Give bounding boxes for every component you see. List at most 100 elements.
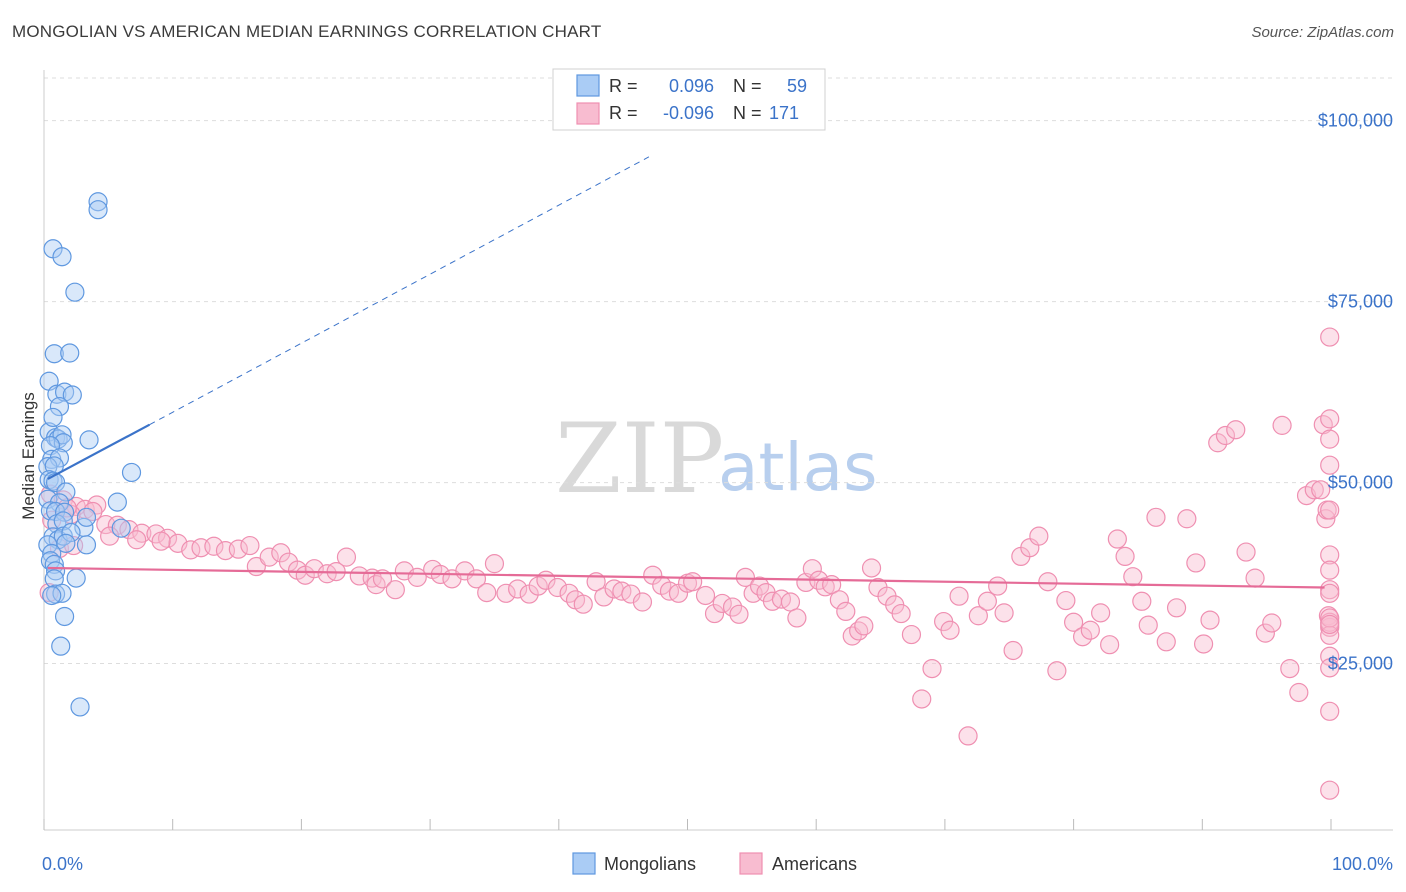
americans-point-16 — [204, 536, 224, 556]
americans-point-126 — [1177, 509, 1197, 529]
americans-point-162 — [1320, 409, 1340, 429]
series-legend: Mongolians Americans — [572, 852, 857, 875]
americans-point-59 — [621, 584, 641, 604]
legend-r-value-blue: 0.096 — [669, 76, 714, 96]
americans-point-104 — [988, 576, 1008, 596]
americans-point-164 — [1320, 560, 1340, 580]
legend-swatch-pink — [576, 102, 600, 125]
americans-point-109 — [1029, 526, 1049, 546]
legend-n-value-pink: 171 — [769, 103, 799, 123]
americans-point-68 — [704, 603, 725, 624]
americans-point-114 — [1073, 627, 1093, 647]
americans-point-138 — [1280, 658, 1300, 679]
y-tick-labels: $25,000 $50,000 $75,000 $100,000 — [1318, 111, 1393, 674]
americans-point-71 — [729, 604, 749, 624]
americans-point-142 — [1311, 480, 1331, 500]
mongolians-points — [38, 192, 142, 717]
americans-point-112 — [1056, 590, 1076, 611]
mongolians-point-58 — [76, 507, 97, 527]
americans-point-141 — [1304, 480, 1324, 500]
americans-point-78 — [780, 592, 801, 612]
legend-n-value-blue: 59 — [787, 76, 807, 96]
americans-point-100 — [949, 586, 969, 606]
americans-points — [39, 327, 1340, 800]
mongolians-point-56 — [51, 636, 71, 656]
americans-point-120 — [1123, 567, 1143, 587]
series-legend-label-mongolians: Mongolians — [604, 854, 696, 874]
americans-point-110 — [1038, 572, 1058, 592]
americans-point-135 — [1255, 623, 1275, 643]
mongolians-point-6 — [60, 343, 80, 363]
americans-point-10 — [132, 523, 152, 543]
x-tick-labels: 0.0% 100.0% — [42, 854, 1393, 874]
americans-point-154 — [1320, 455, 1340, 475]
mongolians-trend-extension — [149, 156, 650, 426]
americans-point-106 — [1003, 640, 1023, 661]
americans-point-94 — [891, 603, 911, 624]
americans-point-153 — [1320, 625, 1340, 645]
mongolians-point-5 — [44, 344, 64, 364]
series-legend-swatch-americans — [739, 852, 763, 875]
mongolians-point-55 — [54, 606, 75, 627]
americans-point-70 — [722, 597, 743, 617]
americans-point-119 — [1115, 546, 1135, 567]
americans-point-159 — [1320, 780, 1340, 800]
americans-point-81 — [802, 559, 822, 579]
legend-n-label-pink: N = — [733, 103, 762, 123]
americans-point-47 — [508, 579, 528, 599]
grid-lines — [44, 77, 1393, 665]
mongolians-point-38 — [111, 518, 131, 538]
y-tick-label-1: $50,000 — [1328, 473, 1393, 493]
y-tick-label-2: $75,000 — [1328, 292, 1393, 312]
watermark-atlas: atlas — [718, 429, 878, 506]
mongolians-point-1 — [52, 247, 72, 267]
americans-point-148 — [1320, 646, 1340, 666]
legend-r-value-pink: -0.096 — [663, 103, 714, 123]
americans-point-101 — [958, 726, 978, 746]
americans-point-95 — [901, 624, 922, 645]
americans-point-69 — [712, 593, 732, 614]
americans-point-113 — [1063, 612, 1084, 632]
y-tick-label-3: $100,000 — [1318, 111, 1393, 131]
mongolians-point-3 — [88, 200, 108, 220]
americans-point-132 — [1226, 420, 1246, 440]
americans-point-168 — [127, 530, 147, 550]
mongolians-point-13 — [43, 407, 63, 428]
americans-point-36 — [385, 580, 405, 600]
americans-point-54 — [573, 594, 593, 614]
americans-point-23 — [259, 547, 279, 567]
americans-point-157 — [1320, 327, 1340, 347]
mongolians-point-9 — [54, 382, 75, 402]
americans-point-116 — [1091, 603, 1111, 623]
legend-n-label-blue: N = — [733, 76, 762, 96]
americans-trend-line — [47, 566, 1325, 589]
americans-point-60 — [632, 592, 653, 612]
americans-point-115 — [1080, 620, 1100, 640]
americans-point-127 — [1186, 553, 1206, 573]
americans-point-103 — [977, 591, 997, 611]
mongolians-point-10 — [62, 385, 82, 405]
americans-point-123 — [1146, 507, 1166, 527]
americans-point-169 — [100, 526, 120, 546]
series-legend-swatch-mongolians — [572, 852, 596, 875]
mongolians-point-11 — [49, 396, 70, 417]
y-axis-title: Median Earnings — [19, 392, 38, 520]
americans-point-105 — [994, 603, 1014, 623]
axes — [43, 70, 1393, 831]
americans-point-45 — [484, 554, 505, 574]
mongolians-point-2 — [88, 192, 108, 212]
americans-point-35 — [372, 569, 393, 589]
americans-point-121 — [1132, 591, 1152, 611]
americans-point-79 — [787, 608, 807, 628]
americans-point-170 — [151, 531, 171, 551]
mongolians-point-45 — [76, 535, 97, 555]
americans-point-85 — [829, 590, 849, 610]
mongolians-point-24 — [121, 462, 142, 483]
americans-point-130 — [1208, 433, 1228, 453]
americans-point-161 — [1320, 608, 1340, 628]
americans-point-118 — [1107, 529, 1127, 549]
americans-point-131 — [1215, 425, 1236, 446]
americans-point-124 — [1156, 632, 1176, 652]
mongolians-point-4 — [65, 282, 85, 302]
